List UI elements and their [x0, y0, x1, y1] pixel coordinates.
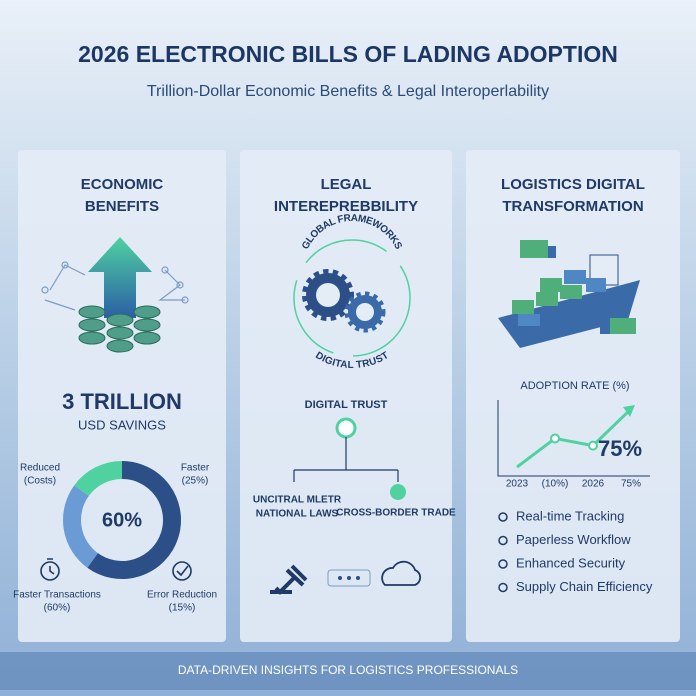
- tree-connector: [293, 417, 406, 500]
- line-chart: 2023 (10%) 2026 75%: [497, 400, 650, 490]
- panel-heading: INTEREPREBBILITY: [274, 198, 418, 215]
- panel-heading: LOGISTICS DIGITAL: [501, 176, 645, 193]
- panel-heading: ECONOMIC: [81, 176, 164, 193]
- feature-icon: [498, 582, 508, 593]
- donut-segment: [63, 485, 99, 568]
- donut-label: Faster: [181, 463, 210, 474]
- feature-label: Real-time Tracking: [516, 508, 624, 523]
- subtitle: Trillion-Dollar Economic Benefits & Lega…: [147, 83, 549, 100]
- point: [550, 433, 560, 444]
- donut-label: Faster Transactions: [13, 590, 101, 601]
- feature-label: Paperless Workflow: [516, 532, 631, 547]
- savings-amount: 3 TRILLION: [62, 389, 182, 414]
- branch-label: UNCITRAL MLETR: [253, 495, 342, 506]
- footer-band: [0, 652, 696, 690]
- donut-segment: [87, 461, 181, 579]
- footer: DATA-DRIVEN INSIGHTS FOR LOGISTICS PROFE…: [178, 663, 518, 677]
- donut-chart: [63, 461, 181, 579]
- x-tick-label: 2023: [506, 479, 529, 490]
- arrow-head: [623, 404, 635, 417]
- value-callout: 75%: [598, 436, 642, 461]
- point: [588, 440, 598, 451]
- savings-caption: USD SAVINGS: [78, 417, 166, 432]
- x-tick-label: 2026: [582, 479, 605, 490]
- donut-label: (Costs): [24, 476, 56, 487]
- panel-heading: TRANSFORMATION: [502, 198, 643, 215]
- ship-icon: [498, 240, 640, 348]
- feature-label: Enhanced Security: [516, 555, 626, 570]
- feature-icon: [498, 559, 508, 569]
- growth-icon: [41, 237, 189, 353]
- donut-label: Error Reduction: [147, 590, 217, 601]
- panel: [240, 150, 452, 642]
- panel-heading: LEGAL: [321, 176, 372, 193]
- panel-heading: BENEFITS: [85, 198, 159, 215]
- feature-icon: [498, 535, 508, 546]
- gears-icon: [293, 239, 411, 357]
- branch-label: NATIONAL LAWS: [256, 509, 339, 520]
- panel: [466, 150, 680, 642]
- donut-label: Reduced: [20, 463, 60, 474]
- x-tick-label: (10%): [542, 479, 569, 490]
- axis: [497, 400, 650, 477]
- donut-label: (15%): [169, 603, 196, 614]
- donut-label: (25%): [182, 476, 209, 487]
- feature-list: Real-time Tracking Paperless Workflow Enha…: [498, 508, 653, 594]
- x-tick-label: 75%: [621, 479, 641, 490]
- donut-label: (60%): [44, 603, 71, 614]
- title: 2026 ELECTRONIC BILLS OF LADING ADOPTION: [78, 41, 618, 67]
- line: [516, 407, 633, 469]
- check-icon: [172, 561, 192, 581]
- feature-label: Supply Chain Efficiency: [516, 579, 653, 594]
- chart-title: ADOPTION RATE (%): [520, 380, 629, 392]
- branch-label: CROSS-BORDER TRADE: [336, 508, 456, 519]
- timer-icon: [40, 558, 60, 581]
- feature-icon: [498, 512, 508, 522]
- legal-icons: [270, 560, 422, 595]
- donut-segment: [74, 461, 123, 497]
- tree-root: DIGITAL TRUST: [305, 399, 388, 411]
- donut-center-label: 60%: [102, 509, 142, 531]
